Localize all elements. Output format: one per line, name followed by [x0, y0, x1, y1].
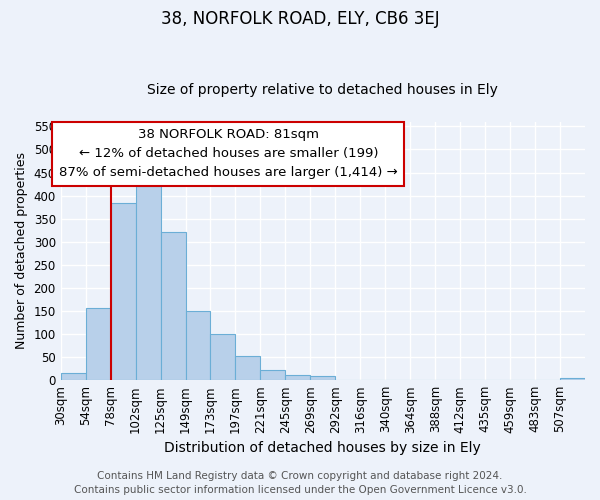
Bar — [86, 308, 110, 380]
Bar — [560, 378, 585, 380]
Bar — [310, 376, 335, 380]
Text: 38, NORFOLK ROAD, ELY, CB6 3EJ: 38, NORFOLK ROAD, ELY, CB6 3EJ — [161, 10, 439, 28]
Bar — [235, 356, 260, 380]
Bar — [185, 311, 211, 380]
Bar — [260, 370, 286, 380]
Text: 38 NORFOLK ROAD: 81sqm
← 12% of detached houses are smaller (199)
87% of semi-de: 38 NORFOLK ROAD: 81sqm ← 12% of detached… — [59, 128, 398, 179]
Bar — [61, 374, 86, 380]
Bar — [211, 334, 235, 380]
Title: Size of property relative to detached houses in Ely: Size of property relative to detached ho… — [148, 83, 498, 97]
X-axis label: Distribution of detached houses by size in Ely: Distribution of detached houses by size … — [164, 441, 481, 455]
Bar — [286, 374, 310, 380]
Y-axis label: Number of detached properties: Number of detached properties — [15, 152, 28, 350]
Bar — [136, 186, 161, 380]
Text: Contains HM Land Registry data © Crown copyright and database right 2024.
Contai: Contains HM Land Registry data © Crown c… — [74, 471, 526, 495]
Bar — [110, 204, 136, 380]
Bar — [161, 232, 185, 380]
